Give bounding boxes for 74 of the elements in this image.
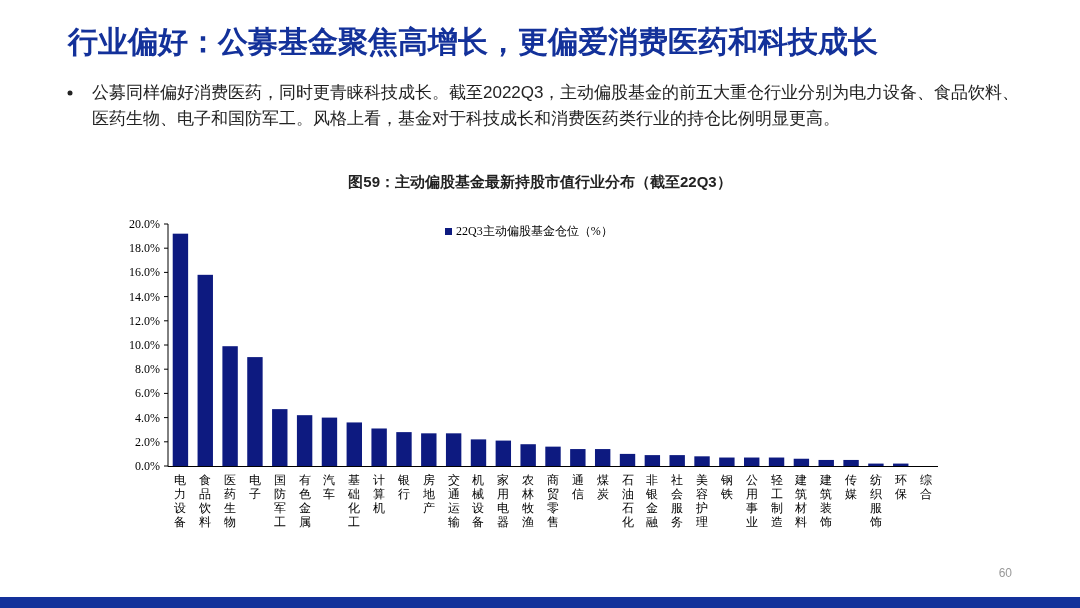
- x-tick-label: 钢铁: [719, 473, 733, 501]
- x-tick-label: 食品饮料: [198, 473, 212, 529]
- x-tick-label: 轻工制造: [770, 473, 783, 529]
- x-tick-label: 家用电器: [497, 473, 510, 529]
- x-tick-label: 电力设备: [174, 473, 187, 529]
- y-tick-label: 16.0%: [129, 265, 160, 280]
- bar: [421, 433, 437, 466]
- x-tick-label: 社会服务: [671, 473, 684, 529]
- x-tick-label: 机械设备: [472, 473, 485, 529]
- x-tick-label: 国防军工: [273, 473, 286, 529]
- bar: [843, 459, 859, 466]
- x-tick-label: 煤炭: [596, 473, 609, 501]
- y-tick-label: 4.0%: [135, 410, 160, 425]
- bar: [669, 455, 685, 466]
- x-tick-label: 建筑装饰: [819, 473, 833, 529]
- x-tick-label: 传媒: [845, 473, 858, 501]
- x-tick-label: 美容护理: [695, 473, 709, 529]
- bar: [172, 233, 189, 466]
- chart-subtitle: 公募同样偏好消费医药，同时更青睐科技成长。截至2022Q3，主动偏股基金的前五大重仓行业分别为电力设备、食品饮料、医药生物、电子和国防军工。风格上看，基金对于科技成长和消费医药类行业的持仓比例明显更高。: [92, 82, 1021, 130]
- x-tick-label: 建筑材料: [794, 473, 808, 529]
- bar: [644, 455, 661, 466]
- bar: [545, 446, 561, 466]
- chart-title: 行业偏好：公募基金聚焦高增长，更偏爱消费医药和科技成长: [68, 24, 878, 60]
- x-tick-label: 基础化工: [347, 473, 361, 529]
- bar: [371, 428, 387, 466]
- y-tick-label: 0.0%: [135, 459, 160, 473]
- x-tick-label: 农林牧渔: [521, 473, 535, 529]
- bar: [594, 449, 611, 466]
- x-tick-label: 银行: [396, 473, 410, 501]
- caption: 图59：主动偏股基金最新持股市值行业分布（截至22Q3）: [348, 173, 732, 190]
- y-tick-label: 14.0%: [129, 289, 160, 304]
- bar: [619, 453, 636, 466]
- y-tick-label: 6.0%: [135, 386, 160, 401]
- bar: [744, 457, 760, 466]
- x-tick-label: 纺织服饰: [868, 473, 882, 529]
- x-tick-label: 非银金融: [645, 473, 659, 529]
- x-tick-label: 汽车: [323, 473, 336, 501]
- bar: [768, 457, 785, 466]
- bar: [445, 433, 462, 466]
- bar: [222, 346, 238, 466]
- y-tick-label: 12.0%: [129, 313, 160, 328]
- bar: [321, 417, 338, 466]
- bar: [197, 274, 213, 466]
- bar: [694, 456, 710, 466]
- bar: [818, 459, 834, 466]
- y-tick-label: 20.0%: [129, 217, 160, 231]
- x-tick-label: 环保: [894, 473, 907, 501]
- bar: [793, 458, 810, 466]
- bar: [520, 444, 536, 466]
- x-tick-label: 电子: [248, 473, 261, 501]
- text: 60: [998, 566, 1013, 580]
- x-tick-label: 公用事业: [745, 473, 758, 529]
- bar: [346, 422, 362, 466]
- bar: [470, 439, 487, 466]
- x-tick-label: 通信: [571, 473, 584, 501]
- x-tick-label: 石油石化: [621, 473, 634, 529]
- x-tick-label: 商贸零售: [547, 473, 559, 529]
- bar: [272, 409, 288, 466]
- x-tick-label: 交通运输: [447, 473, 460, 529]
- x-tick-label: 有色金属: [298, 473, 311, 529]
- bar: [495, 440, 512, 466]
- x-tick-label: 计算机: [373, 473, 386, 515]
- y-tick-label: 2.0%: [135, 434, 160, 449]
- x-tick-label: 综合: [919, 473, 932, 501]
- x-tick-label: 医药生物: [224, 473, 237, 529]
- x-tick-label: 房地产: [421, 473, 435, 515]
- bar: [247, 357, 263, 466]
- bar: [396, 432, 412, 466]
- bar: [570, 449, 586, 466]
- y-tick-label: 10.0%: [129, 338, 160, 352]
- y-tick-label: 8.0%: [135, 362, 160, 377]
- bar: [719, 457, 735, 466]
- y-tick-label: 18.0%: [129, 241, 160, 256]
- bar: [296, 415, 313, 466]
